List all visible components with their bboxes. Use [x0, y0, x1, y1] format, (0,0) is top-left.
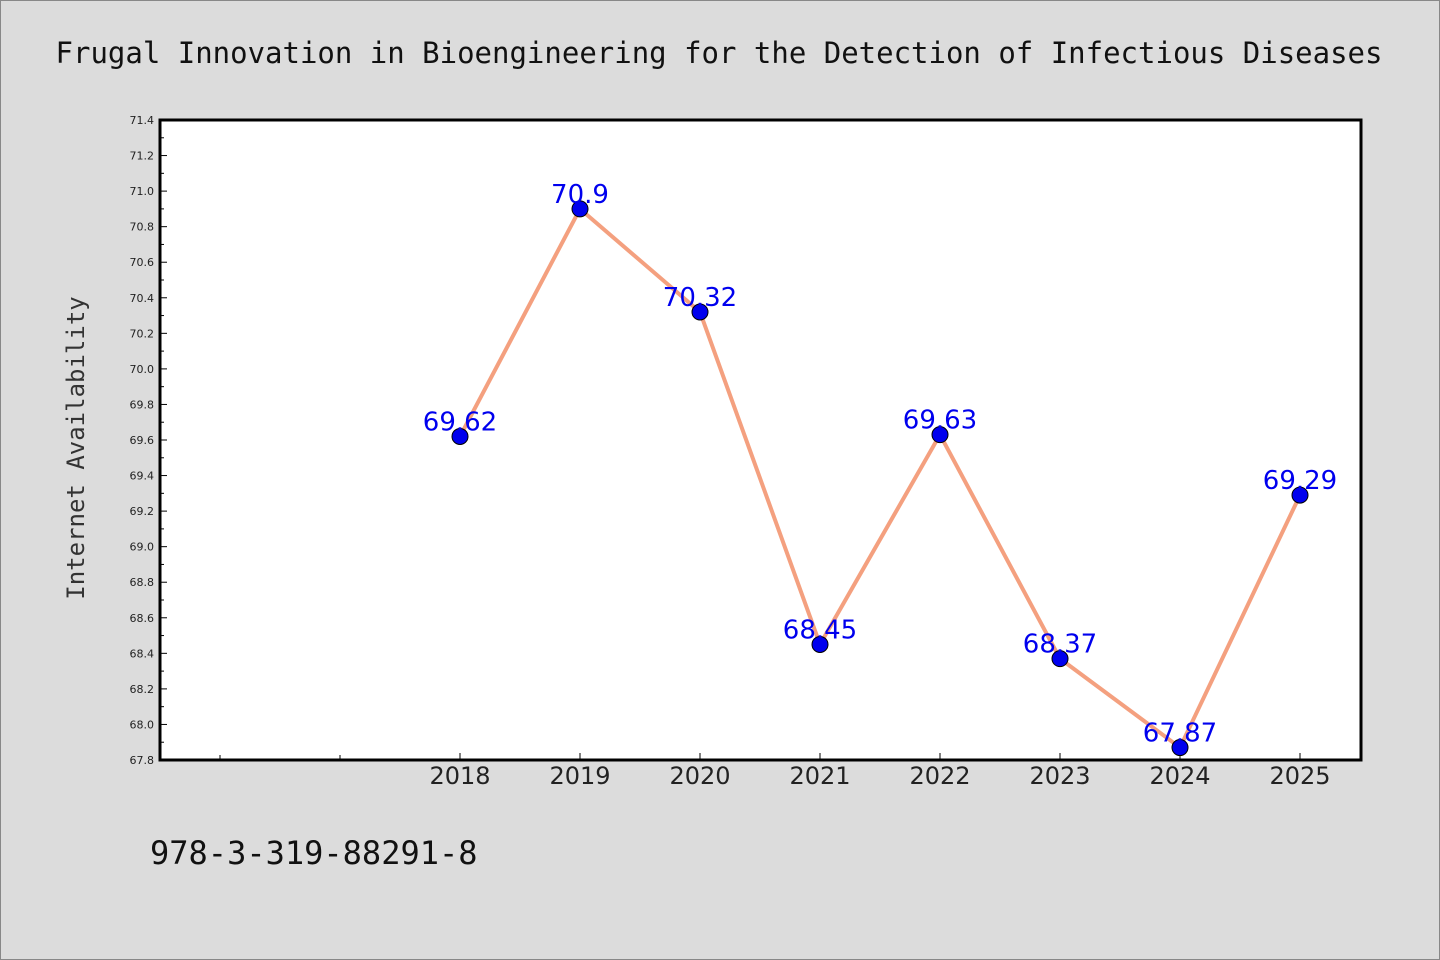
x-tick-label: 2021	[789, 762, 850, 790]
y-tick-label: 68.6	[130, 612, 155, 625]
y-axis-label: Internet Availability	[62, 296, 90, 599]
x-tick-label: 2024	[1149, 762, 1210, 790]
series-line-group	[458, 206, 1302, 750]
data-label: 69.62	[423, 407, 497, 437]
y-tick-label: 71.2	[130, 150, 155, 163]
data-point	[931, 426, 949, 444]
data-point	[1051, 650, 1069, 668]
chart-title: Frugal Innovation in Bioengineering for …	[56, 36, 1383, 70]
isbn-text: 978-3-319-88291-8	[150, 834, 478, 872]
y-tick-label: 71.0	[130, 185, 155, 198]
data-label: 69.29	[1263, 466, 1337, 496]
data-point	[1171, 739, 1189, 757]
data-point	[571, 200, 589, 218]
x-tick-label: 2018	[429, 762, 490, 790]
y-tick-label: 67.8	[130, 754, 155, 767]
data-point	[811, 635, 829, 653]
y-tick-label: 69.4	[130, 470, 155, 483]
y-tick-label: 68.8	[130, 576, 155, 589]
series-line	[458, 206, 1302, 750]
y-tick-label: 70.2	[130, 327, 155, 340]
data-label: 70.9	[551, 180, 609, 210]
data-label: 69.63	[903, 406, 977, 436]
y-tick-label: 69.2	[130, 505, 155, 518]
x-tick-label: 2025	[1269, 762, 1330, 790]
x-tick-label: 2023	[1029, 762, 1090, 790]
data-point	[691, 303, 709, 321]
y-tick-label: 71.4	[130, 114, 155, 127]
y-tick-label: 70.8	[130, 221, 155, 234]
data-markers	[451, 200, 1309, 757]
x-tick-label: 2019	[549, 762, 610, 790]
data-labels: 69.62 70.9 70.32 68.45 69.63 68.37 67.87 69.29	[423, 180, 1337, 749]
data-point	[1291, 486, 1309, 504]
data-label: 70.32	[663, 283, 737, 313]
y-tick-label: 68.2	[130, 683, 155, 696]
data-label: 68.45	[783, 615, 857, 645]
y-tick-label: 69.0	[130, 541, 155, 554]
data-label: 68.37	[1023, 630, 1097, 660]
y-tick-label: 68.4	[130, 647, 155, 660]
data-label: 67.87	[1143, 719, 1217, 749]
y-tick-label: 70.4	[130, 292, 155, 305]
y-tick-label: 70.6	[130, 256, 155, 269]
y-tick-label: 69.6	[130, 434, 155, 447]
x-tick-label: 2022	[909, 762, 970, 790]
y-tick-label: 69.8	[130, 398, 155, 411]
x-tick-label: 2020	[669, 762, 730, 790]
data-point	[451, 427, 469, 445]
y-tick-label: 68.0	[130, 718, 155, 731]
y-tick-label: 70.0	[130, 363, 155, 376]
plot-area	[158, 118, 1363, 762]
y-axis: 67.8 68.0 68.2 68.4 68.6 68.8 69.0 69.2 69.4 69.6…	[130, 114, 167, 767]
x-axis: 2018 2019 2020 2021 2022 2023 2024 2025	[219, 753, 1331, 790]
